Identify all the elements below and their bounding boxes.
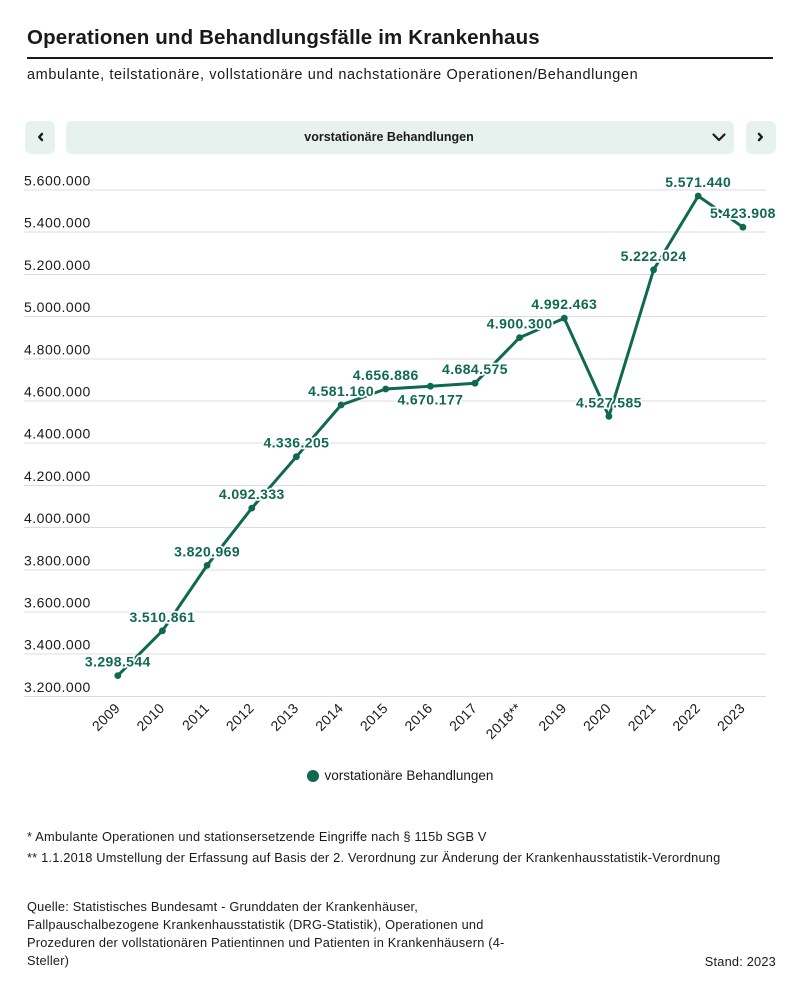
svg-text:4.336.205: 4.336.205 bbox=[263, 435, 329, 451]
svg-text:4.200.000: 4.200.000 bbox=[24, 468, 91, 484]
svg-text:2021: 2021 bbox=[625, 700, 659, 734]
svg-text:2017: 2017 bbox=[446, 700, 480, 734]
svg-text:4.684.575: 4.684.575 bbox=[442, 361, 508, 377]
svg-text:4.000.000: 4.000.000 bbox=[24, 510, 91, 526]
svg-text:4.092.333: 4.092.333 bbox=[219, 486, 285, 502]
svg-text:4.400.000: 4.400.000 bbox=[24, 426, 91, 442]
svg-text:5.000.000: 5.000.000 bbox=[24, 299, 91, 315]
svg-text:5.222.024: 5.222.024 bbox=[621, 248, 687, 264]
svg-text:3.510.861: 3.510.861 bbox=[129, 609, 195, 625]
svg-text:4.992.463: 4.992.463 bbox=[531, 296, 597, 312]
svg-text:2020: 2020 bbox=[580, 700, 614, 734]
svg-text:5.200.000: 5.200.000 bbox=[24, 257, 91, 273]
svg-text:2016: 2016 bbox=[401, 700, 435, 734]
svg-text:5.423.908: 5.423.908 bbox=[710, 205, 776, 221]
svg-text:2009: 2009 bbox=[89, 700, 123, 734]
svg-text:2012: 2012 bbox=[223, 700, 257, 734]
svg-text:2011: 2011 bbox=[179, 700, 212, 733]
svg-text:3.400.000: 3.400.000 bbox=[24, 637, 91, 653]
svg-text:3.820.969: 3.820.969 bbox=[174, 543, 240, 559]
svg-text:2015: 2015 bbox=[357, 700, 391, 734]
svg-text:4.656.886: 4.656.886 bbox=[353, 367, 419, 383]
svg-text:5.571.440: 5.571.440 bbox=[665, 174, 731, 190]
svg-text:2023: 2023 bbox=[714, 700, 748, 734]
svg-text:5.400.000: 5.400.000 bbox=[24, 215, 91, 231]
svg-text:3.800.000: 3.800.000 bbox=[24, 552, 91, 568]
svg-text:4.900.300: 4.900.300 bbox=[487, 316, 553, 332]
svg-text:4.527.585: 4.527.585 bbox=[576, 394, 642, 410]
svg-text:4.581.160: 4.581.160 bbox=[308, 383, 374, 399]
svg-text:3.298.544: 3.298.544 bbox=[85, 654, 151, 670]
svg-text:4.600.000: 4.600.000 bbox=[24, 384, 91, 400]
svg-text:4.800.000: 4.800.000 bbox=[24, 341, 91, 357]
svg-text:2014: 2014 bbox=[312, 700, 346, 734]
svg-text:4.670.177: 4.670.177 bbox=[397, 392, 463, 408]
svg-text:3.200.000: 3.200.000 bbox=[24, 679, 91, 695]
svg-text:2013: 2013 bbox=[267, 700, 301, 734]
svg-text:2018**: 2018** bbox=[482, 700, 524, 742]
svg-text:2019: 2019 bbox=[535, 700, 569, 734]
svg-text:5.600.000: 5.600.000 bbox=[24, 173, 91, 189]
svg-text:3.600.000: 3.600.000 bbox=[24, 595, 91, 611]
svg-text:2010: 2010 bbox=[133, 700, 167, 734]
svg-text:2022: 2022 bbox=[669, 700, 703, 734]
